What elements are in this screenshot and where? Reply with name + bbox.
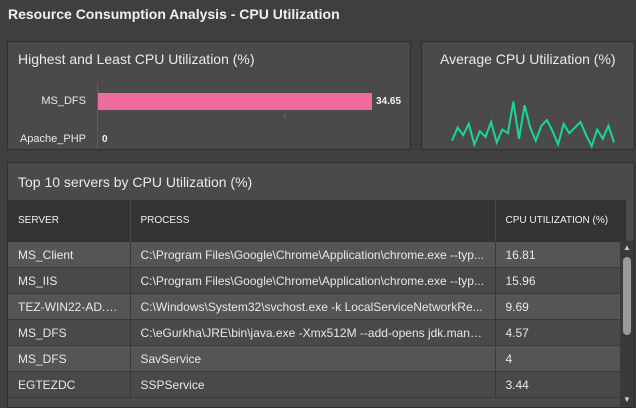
table-row[interactable]: MS_DFS SavService 4 xyxy=(8,345,626,372)
average-line-chart xyxy=(451,101,615,149)
highest-least-axis xyxy=(97,82,98,149)
table-scrollbar[interactable]: ▲ ▼ xyxy=(620,241,634,407)
cell-server: MS_Client xyxy=(8,242,131,268)
top10-title: Top 10 servers by CPU Utilization (%) xyxy=(18,174,253,190)
highest-least-panel: Highest and Least CPU Utilization (%) MS… xyxy=(7,41,411,150)
cell-process: C:\eGurkha\JRE\bin\java.exe -Xmx512M --a… xyxy=(130,319,496,346)
table-row[interactable]: MS_Client C:\Program Files\Google\Chrome\… xyxy=(8,242,626,268)
top10-table: SERVER PROCESS CPU UTILIZATION (%) MS_Cl… xyxy=(8,200,626,398)
bar-0[interactable] xyxy=(98,93,372,110)
cell-process: C:\Program Files\Google\Chrome\Applicati… xyxy=(130,242,496,268)
cell-server: MS_DFS xyxy=(8,319,131,346)
table-row[interactable]: MS_IIS C:\Program Files\Google\Chrome\App… xyxy=(8,267,626,294)
cell-cpu: 9.69 xyxy=(495,293,626,320)
caret-down-icon[interactable]: ▼ xyxy=(623,395,631,404)
cell-process: C:\Windows\System32\svchost.exe -k Local… xyxy=(130,293,496,320)
caret-up-icon[interactable]: ▲ xyxy=(623,243,631,252)
cell-cpu: 4.57 xyxy=(495,319,626,346)
bar-value-0: 34.65 xyxy=(376,96,402,107)
cell-server: EGTEZDC xyxy=(8,371,131,398)
cell-process: SavService xyxy=(130,345,496,372)
cell-cpu: 15.96 xyxy=(495,267,626,294)
table-header-row: SERVER PROCESS CPU UTILIZATION (%) xyxy=(8,200,626,242)
cell-cpu: 4 xyxy=(495,345,626,372)
top10-panel: Top 10 servers by CPU Utilization (%) SE… xyxy=(7,162,635,408)
table-row[interactable]: MS_DFS C:\eGurkha\JRE\bin\java.exe -Xmx51… xyxy=(8,319,626,346)
scroll-thumb[interactable] xyxy=(623,257,631,335)
cell-server: MS_DFS xyxy=(8,345,131,372)
bar-value-1: 0 xyxy=(102,134,108,145)
average-series-line xyxy=(451,101,615,149)
column-header-cpu[interactable]: CPU UTILIZATION (%) xyxy=(495,200,626,242)
cell-cpu: 16.81 xyxy=(495,242,626,268)
average-panel: Average CPU Utilization (%) xyxy=(421,41,635,150)
cell-cpu: 3.44 xyxy=(495,371,626,398)
bar-label-1: Apache_PHP xyxy=(19,133,86,145)
highest-least-gridtick xyxy=(284,113,286,119)
table-row[interactable]: TEZ-WIN22-AD.T... C:\Windows\System32\svc… xyxy=(8,293,626,320)
page-title: Resource Consumption Analysis - CPU Util… xyxy=(8,6,340,22)
column-header-server[interactable]: SERVER xyxy=(8,200,131,242)
cell-server: TEZ-WIN22-AD.T... xyxy=(8,293,131,320)
column-header-process[interactable]: PROCESS xyxy=(130,200,496,242)
highest-least-title: Highest and Least CPU Utilization (%) xyxy=(18,51,255,67)
table-row[interactable]: EGTEZDC SSPService 3.44 xyxy=(8,371,626,398)
cell-process: SSPService xyxy=(130,371,496,398)
average-title: Average CPU Utilization (%) xyxy=(440,51,616,67)
bar-label-0: MS_DFS xyxy=(41,95,86,107)
cell-process: C:\Program Files\Google\Chrome\Applicati… xyxy=(130,267,496,294)
cell-server: MS_IIS xyxy=(8,267,131,294)
